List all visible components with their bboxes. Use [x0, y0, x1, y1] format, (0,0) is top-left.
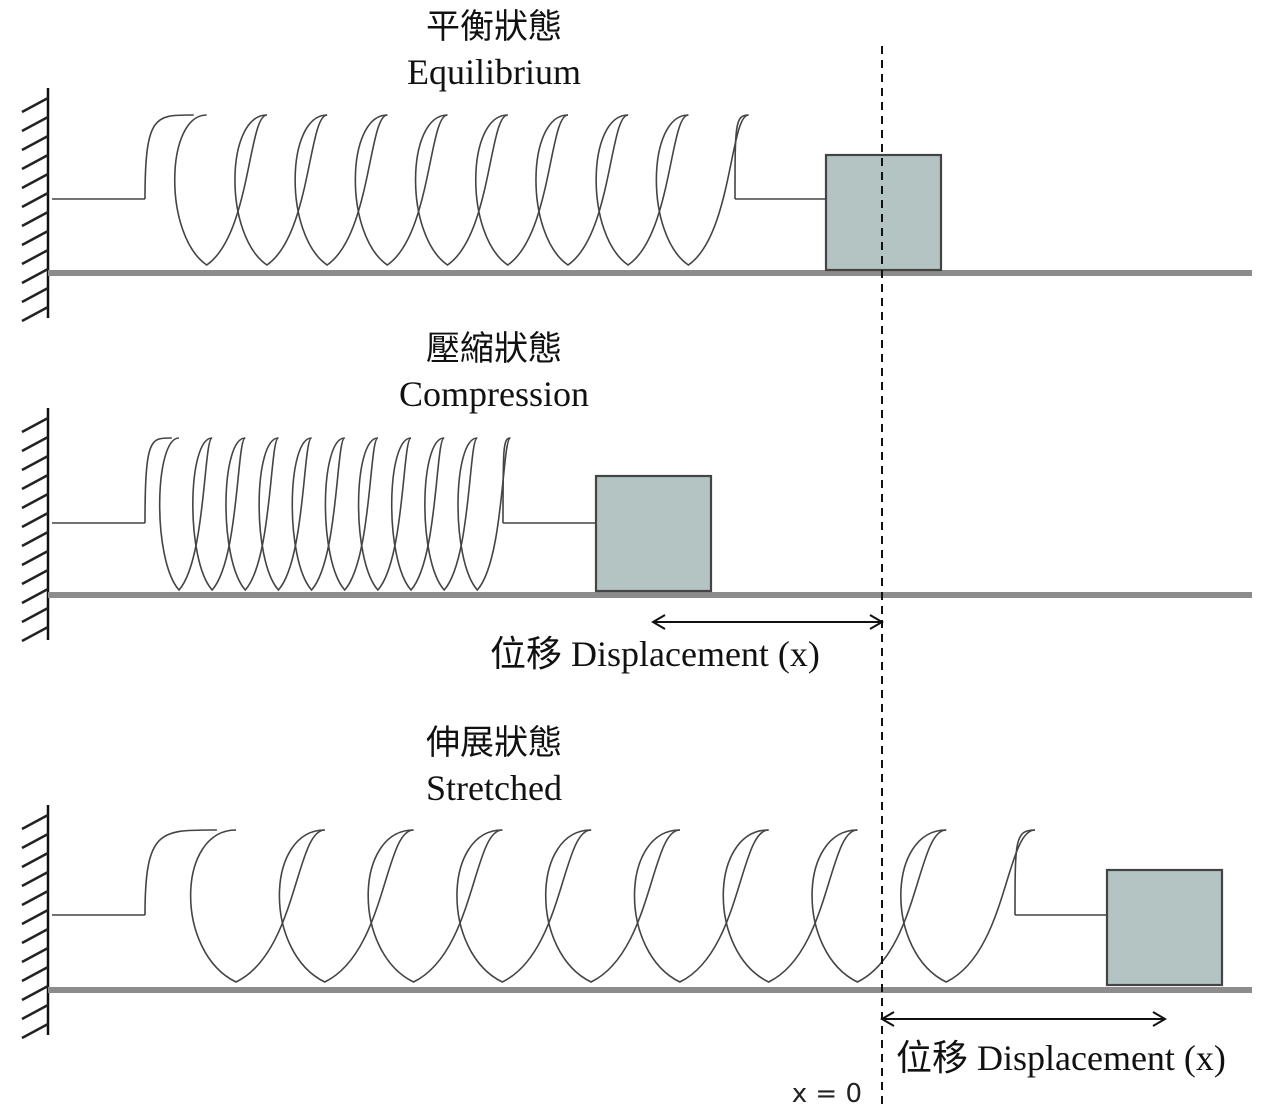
compression-title-zh: 壓縮狀態 — [426, 329, 562, 369]
spring-coil — [457, 437, 512, 592]
spring-coil — [900, 829, 1036, 983]
hatch-mark — [21, 927, 49, 945]
hatch-mark — [21, 305, 49, 323]
hatch-mark — [21, 889, 49, 907]
spring-coil — [595, 114, 689, 266]
origin-label: x = 0 — [792, 1079, 862, 1109]
spring-coil — [424, 437, 479, 592]
spring-coil — [189, 829, 325, 983]
spring-coil — [357, 437, 412, 592]
hatch-mark — [21, 229, 49, 247]
spring-coil-top — [144, 114, 194, 200]
spring-coil — [192, 437, 247, 592]
equilibrium-title-zh: 平衡狀態 — [426, 7, 562, 47]
hatch-mark — [21, 267, 49, 285]
panel-equilibrium: 平衡狀態 Equilibrium — [21, 7, 1252, 323]
spring-coil — [456, 829, 592, 983]
equilibrium-title-en: Equilibrium — [407, 52, 581, 92]
spring-coil — [414, 114, 509, 266]
spring-coil — [354, 114, 448, 266]
hatch-mark — [21, 908, 49, 926]
hatch-mark — [21, 625, 49, 643]
spring-coil — [278, 829, 414, 983]
compression-title-en: Compression — [399, 374, 589, 414]
spring-coil — [811, 829, 947, 983]
hatch-mark — [21, 832, 49, 850]
hatch-mark — [21, 115, 49, 133]
hatch-mark — [21, 435, 49, 453]
spring-coil — [258, 437, 313, 592]
wall-hatching — [21, 813, 49, 1040]
hatch-mark — [21, 191, 49, 209]
hatch-mark — [21, 870, 49, 888]
displacement-arrow-compression — [651, 614, 884, 630]
hatch-mark — [21, 1022, 49, 1040]
stretched-title-zh: 伸展狀態 — [426, 723, 562, 763]
hatch-mark — [21, 984, 49, 1002]
hatch-mark — [21, 210, 49, 228]
spring-coil-top — [144, 829, 217, 916]
spring-coil-end — [1014, 829, 1035, 916]
hatch-mark — [21, 286, 49, 304]
mass-block-stretched — [1105, 868, 1224, 987]
panel-stretched: 伸展狀態 Stretched 位移 Displacement (x) — [21, 723, 1252, 1078]
hatch-mark — [21, 454, 49, 472]
hatch-mark — [21, 416, 49, 434]
spring-compression — [52, 437, 596, 592]
hatch-mark — [21, 549, 49, 567]
mass-block-compression — [594, 474, 713, 593]
spring-coil — [225, 437, 280, 592]
displacement-arrow-stretched — [880, 1011, 1167, 1027]
spring-coil — [633, 829, 769, 983]
stretched-title-en: Stretched — [426, 768, 562, 808]
spring-equilibrium — [52, 114, 826, 266]
hatch-mark — [21, 492, 49, 510]
hatch-mark — [21, 473, 49, 491]
hatch-mark — [21, 134, 49, 152]
spring-coil — [722, 829, 858, 983]
hatch-mark — [21, 965, 49, 983]
hatch-mark — [21, 248, 49, 266]
wall-hatching — [21, 416, 49, 643]
hatch-mark — [21, 813, 49, 831]
hatch-mark — [21, 1003, 49, 1021]
hatch-mark — [21, 172, 49, 190]
hatch-mark — [21, 96, 49, 114]
spring-coil — [234, 114, 328, 266]
spring-coil — [544, 829, 681, 983]
hatch-mark — [21, 511, 49, 529]
spring-coil — [475, 114, 569, 266]
panel-compression: 壓縮狀態 Compression 位移 Displacement (x) — [21, 329, 1252, 674]
spring-coil — [390, 437, 445, 592]
spring-coil — [158, 437, 213, 592]
spring-coil-top — [144, 437, 172, 524]
wall-hatching — [21, 96, 49, 323]
hatch-mark — [21, 851, 49, 869]
displacement-label-stretched: 位移 Displacement (x) — [896, 1038, 1226, 1078]
spring-coil-end — [734, 114, 749, 200]
hatch-mark — [21, 568, 49, 586]
spring-coil — [324, 437, 379, 592]
hatch-mark — [21, 606, 49, 624]
spring-stretched — [52, 829, 1107, 983]
spring-coil — [655, 114, 749, 266]
displacement-label-compression: 位移 Displacement (x) — [490, 634, 820, 674]
spring-coil-end — [502, 437, 511, 524]
hatch-mark — [21, 587, 49, 605]
mass-block-equilibrium — [824, 153, 943, 272]
hatch-mark — [21, 530, 49, 548]
spring-coil — [291, 437, 346, 592]
spring-coil — [367, 829, 503, 983]
spring-coil — [535, 114, 629, 266]
spring-coil — [174, 114, 268, 266]
hatch-mark — [21, 946, 49, 964]
hatch-mark — [21, 153, 49, 171]
spring-coil — [294, 114, 388, 266]
